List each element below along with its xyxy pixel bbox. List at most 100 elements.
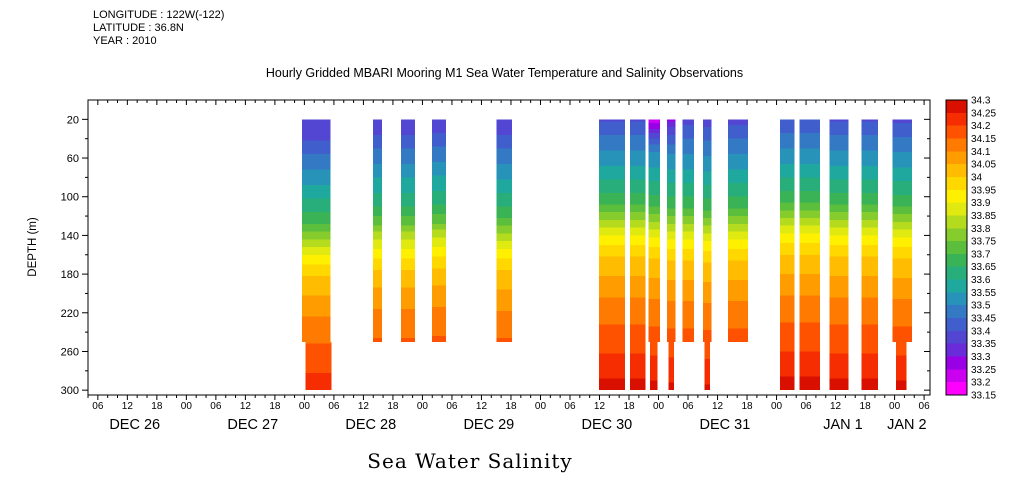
date-label: DEC 26 — [109, 417, 160, 433]
strip-band — [372, 206, 383, 217]
strip-band — [779, 225, 795, 234]
colorbar-cell — [946, 318, 967, 332]
strip-band — [496, 192, 512, 207]
strip-band — [372, 337, 383, 342]
colorbar-cell — [946, 343, 967, 358]
strip-band — [799, 295, 820, 323]
strip-band — [702, 210, 712, 218]
colorbar-cell — [946, 305, 967, 319]
strip-band — [682, 154, 694, 170]
date-label: DEC 31 — [700, 417, 751, 433]
strip-band — [779, 119, 795, 133]
strip-band — [892, 237, 912, 248]
strip-band — [629, 378, 646, 391]
colorbar-label: 34.25 — [971, 108, 996, 119]
strip-band — [779, 163, 795, 178]
strip-band — [779, 190, 795, 203]
y-tick-label: 220 — [61, 308, 79, 320]
strip-band — [799, 177, 820, 191]
strip-band — [727, 183, 749, 197]
y-tick-label: 100 — [61, 192, 79, 204]
colorbar-cell — [946, 330, 967, 345]
strip-band — [682, 138, 694, 155]
data-strip — [372, 119, 383, 342]
strip-band — [629, 297, 646, 325]
x-tick-label: 00 — [535, 401, 547, 412]
strip-band — [431, 190, 447, 205]
plot-box — [87, 99, 931, 396]
strip-band — [892, 181, 912, 195]
data-strip — [599, 119, 626, 391]
strip-band — [648, 132, 660, 139]
data-strip — [779, 119, 795, 391]
strip-band — [892, 136, 912, 153]
strip-band — [682, 216, 694, 224]
x-tick-label: 06 — [682, 401, 694, 412]
x-tick-label: 06 — [92, 401, 104, 412]
strip-band — [496, 233, 512, 242]
strip-band — [400, 270, 416, 288]
strip-band — [799, 218, 820, 226]
data-strip — [799, 119, 820, 391]
strip-band — [727, 301, 749, 329]
strip-band — [431, 119, 447, 133]
strip-band — [400, 119, 416, 135]
strip-band — [599, 212, 626, 220]
colorbar-label: 33.45 — [971, 314, 996, 325]
strip-band — [779, 148, 795, 164]
strip-band — [704, 384, 711, 391]
strip-band — [496, 241, 512, 249]
strip-band — [829, 134, 849, 151]
colorbar-cell — [946, 202, 967, 216]
strip-band — [372, 216, 383, 226]
strip-band — [829, 212, 849, 220]
year-text: YEAR : 2010 — [93, 35, 157, 47]
strip-band — [682, 328, 694, 342]
strip-band — [666, 239, 676, 249]
strip-band — [372, 258, 383, 271]
x-tick-label: 18 — [505, 401, 517, 412]
strip-band — [599, 179, 626, 193]
strip-band — [892, 221, 912, 230]
strip-band — [372, 134, 383, 149]
strip-band — [301, 154, 331, 170]
strip-band — [400, 287, 416, 309]
data-strip — [829, 119, 849, 391]
strip-band — [301, 212, 331, 224]
strip-band — [400, 177, 416, 193]
strip-band — [892, 123, 912, 137]
strip-band — [400, 248, 416, 259]
header-info: LONGITUDE : 122W(-122) LATITUDE : 36.8N … — [93, 9, 224, 48]
strip-band — [799, 210, 820, 218]
y-tick-label: 60 — [67, 153, 79, 165]
strip-band — [727, 138, 749, 155]
strip-band — [648, 229, 660, 238]
strip-band — [400, 308, 416, 338]
strip-band — [666, 119, 676, 122]
strip-band — [496, 179, 512, 193]
strip-band — [829, 353, 849, 379]
strip-band — [629, 165, 646, 180]
colorbar-label: 33.9 — [971, 198, 991, 209]
strip-band — [599, 165, 626, 180]
strip-band — [431, 146, 447, 162]
strip-band — [702, 127, 712, 141]
strip-band — [829, 219, 849, 228]
colorbar-cell — [946, 189, 967, 204]
x-tick-label: 00 — [653, 401, 665, 412]
strip-band — [400, 134, 416, 149]
strip-band — [599, 276, 626, 298]
strip-band — [301, 247, 331, 255]
strip-band — [829, 256, 849, 277]
strip-band — [682, 239, 694, 249]
date-label: DEC 30 — [581, 417, 632, 433]
strip-band — [496, 134, 512, 149]
strip-band — [372, 248, 383, 259]
x-tick-label: 06 — [446, 401, 458, 412]
strip-band — [727, 239, 749, 249]
strip-band — [431, 268, 447, 286]
strip-band — [892, 152, 912, 168]
strip-band — [301, 185, 331, 199]
y-tick-label: 260 — [61, 346, 79, 358]
strip-band — [861, 134, 878, 151]
